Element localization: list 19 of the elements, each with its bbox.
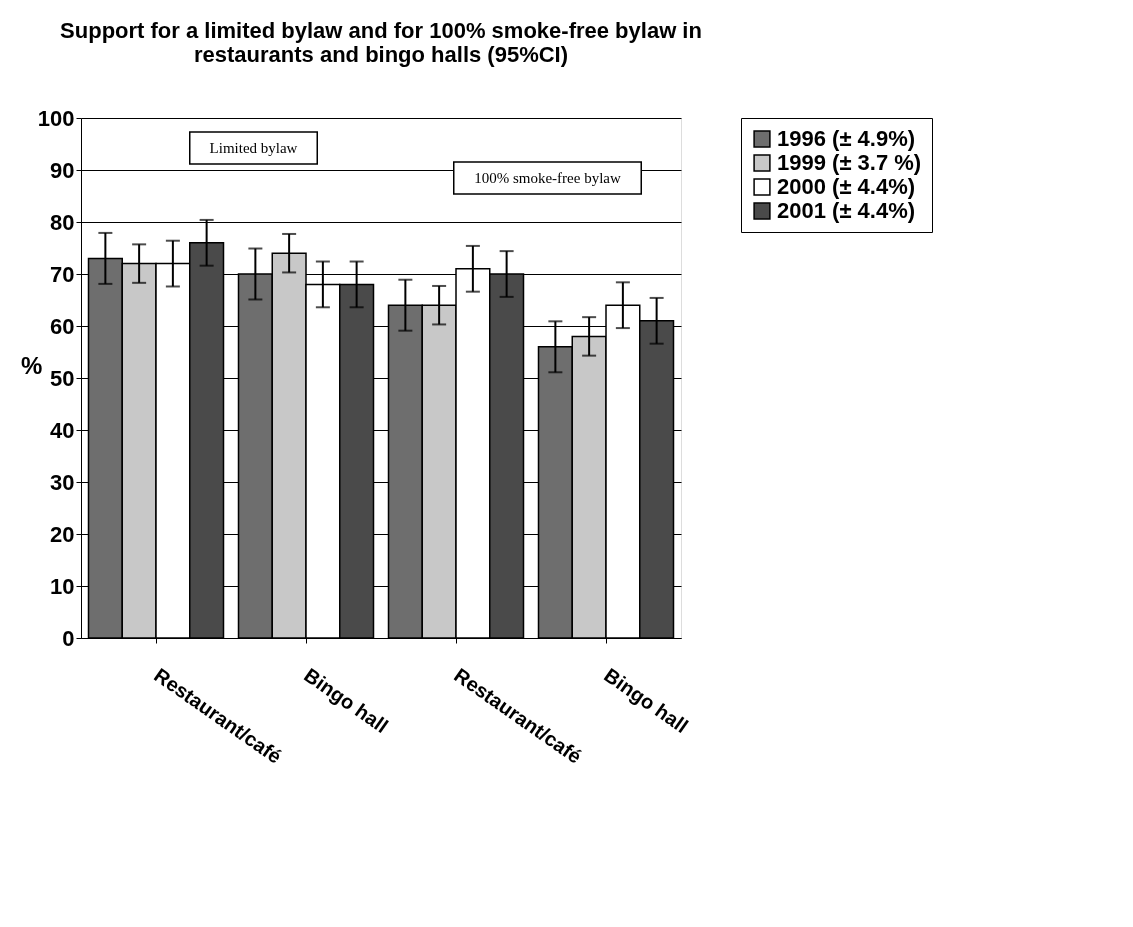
y-tick-label: 60 xyxy=(50,313,75,339)
y-tick-label: 80 xyxy=(50,209,75,235)
y-tick-label: 90 xyxy=(50,157,75,183)
legend-label: 1999 (± 3.7 %) xyxy=(777,150,922,175)
y-tick-label: 20 xyxy=(50,521,75,547)
y-tick-label: 40 xyxy=(50,417,75,443)
y-tick-label: 50 xyxy=(50,365,75,391)
y-tick-label: 70 xyxy=(50,261,75,287)
legend-label: 2001 (± 4.4%) xyxy=(777,198,916,223)
y-tick-label: 0 xyxy=(62,625,75,651)
annotation: Limited bylaw xyxy=(209,140,298,156)
y-tick-label: 30 xyxy=(50,469,75,495)
y-tick-label: 10 xyxy=(50,573,75,599)
annotation: 100% smoke-free bylaw xyxy=(474,170,621,186)
chart-title: Support for a limited bylaw and for 100% smoke-free bylaw in restaurants and bingo halls (95%CI) xyxy=(60,18,702,67)
legend-label: 2000 (± 4.4%) xyxy=(777,174,916,199)
y-tick-label: 100 xyxy=(37,105,75,131)
legend-label: 1996 (± 4.9%) xyxy=(777,126,916,151)
y-axis-title: % xyxy=(21,351,43,379)
